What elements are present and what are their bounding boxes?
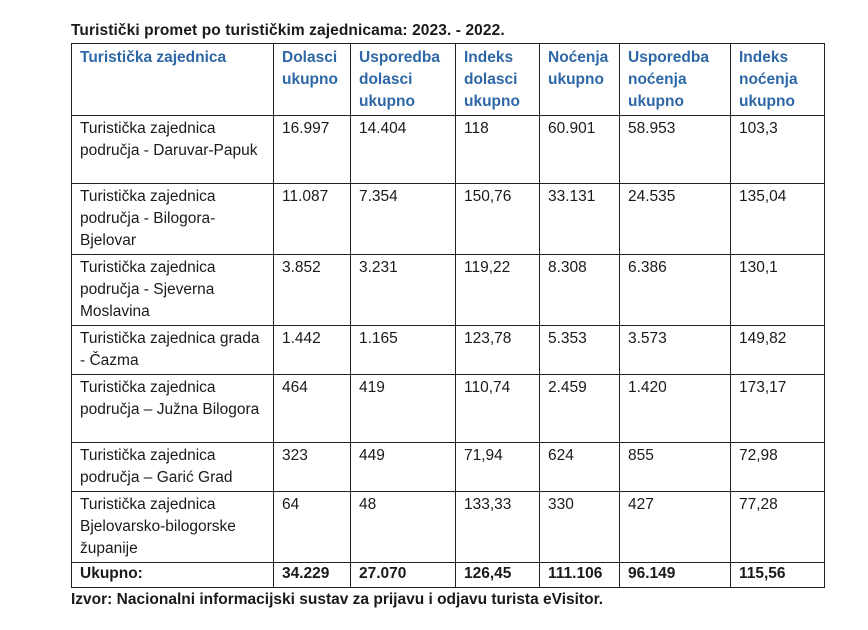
- table-row: Turistička zajednica područja - Daruvar-…: [71, 115, 825, 184]
- cell-dolasci: 11.087: [273, 183, 351, 255]
- cell-zajednica: Turistička zajednica grada - Čazma: [71, 325, 274, 375]
- table-row: Turistička zajednica područja - Sjeverna…: [71, 254, 825, 326]
- cell-usporedba-dolasci: 3.231: [350, 254, 456, 326]
- header-usporedba-dolasci: Usporedba dolasci ukupno: [350, 43, 456, 116]
- cell-indeks-dolasci: 118: [455, 115, 540, 184]
- total-nocenja: 111.106: [539, 562, 620, 588]
- cell-indeks-dolasci: 133,33: [455, 491, 540, 563]
- cell-usporedba-nocenja: 427: [619, 491, 731, 563]
- source-note: Izvor: Nacionalni informacijski sustav z…: [71, 591, 604, 608]
- table-row: Turistička zajednica područja – Garić Gr…: [71, 442, 825, 492]
- cell-nocenja: 2.459: [539, 374, 620, 443]
- total-label: Ukupno:: [71, 562, 274, 588]
- header-dolasci: Dolasci ukupno: [273, 43, 351, 116]
- table-row: Turistička zajednica grada - Čazma 1.442…: [71, 325, 825, 375]
- cell-usporedba-nocenja: 58.953: [619, 115, 731, 184]
- table-title: Turistički promet po turističkim zajedni…: [71, 22, 505, 39]
- cell-zajednica: Turistička zajednica područja - Bilogora…: [71, 183, 274, 255]
- cell-indeks-dolasci: 110,74: [455, 374, 540, 443]
- total-usporedba-dolasci: 27.070: [350, 562, 456, 588]
- cell-zajednica: Turistička zajednica Bjelovarsko-bilogor…: [71, 491, 274, 563]
- cell-usporedba-nocenja: 855: [619, 442, 731, 492]
- cell-indeks-nocenja: 173,17: [730, 374, 825, 443]
- cell-dolasci: 16.997: [273, 115, 351, 184]
- cell-indeks-nocenja: 72,98: [730, 442, 825, 492]
- total-usporedba-nocenja: 96.149: [619, 562, 731, 588]
- cell-usporedba-dolasci: 14.404: [350, 115, 456, 184]
- cell-nocenja: 60.901: [539, 115, 620, 184]
- cell-zajednica: Turistička zajednica područja - Daruvar-…: [71, 115, 274, 184]
- cell-indeks-nocenja: 103,3: [730, 115, 825, 184]
- cell-usporedba-nocenja: 1.420: [619, 374, 731, 443]
- cell-dolasci: 464: [273, 374, 351, 443]
- cell-usporedba-nocenja: 6.386: [619, 254, 731, 326]
- cell-zajednica: Turistička zajednica područja – Garić Gr…: [71, 442, 274, 492]
- table-row: Turistička zajednica Bjelovarsko-bilogor…: [71, 491, 825, 563]
- cell-nocenja: 33.131: [539, 183, 620, 255]
- cell-usporedba-dolasci: 419: [350, 374, 456, 443]
- cell-dolasci: 64: [273, 491, 351, 563]
- cell-nocenja: 624: [539, 442, 620, 492]
- cell-zajednica: Turistička zajednica područja - Sjeverna…: [71, 254, 274, 326]
- total-indeks-nocenja: 115,56: [730, 562, 825, 588]
- cell-indeks-nocenja: 149,82: [730, 325, 825, 375]
- cell-indeks-dolasci: 71,94: [455, 442, 540, 492]
- header-nocenja: Noćenja ukupno: [539, 43, 620, 116]
- total-dolasci: 34.229: [273, 562, 351, 588]
- header-indeks-dolasci: Indeks dolasci ukupno: [455, 43, 540, 116]
- cell-nocenja: 5.353: [539, 325, 620, 375]
- cell-indeks-dolasci: 119,22: [455, 254, 540, 326]
- cell-zajednica: Turistička zajednica područja – Južna Bi…: [71, 374, 274, 443]
- header-row: Turistička zajednica Dolasci ukupno Uspo…: [71, 43, 825, 116]
- cell-indeks-nocenja: 135,04: [730, 183, 825, 255]
- cell-indeks-nocenja: 77,28: [730, 491, 825, 563]
- tourism-table: Turistička zajednica Dolasci ukupno Uspo…: [71, 43, 825, 588]
- table-row: Turistička zajednica područja - Bilogora…: [71, 183, 825, 255]
- cell-usporedba-dolasci: 7.354: [350, 183, 456, 255]
- cell-nocenja: 330: [539, 491, 620, 563]
- total-indeks-dolasci: 126,45: [455, 562, 540, 588]
- cell-indeks-dolasci: 123,78: [455, 325, 540, 375]
- header-indeks-nocenja: Indeks noćenja ukupno: [730, 43, 825, 116]
- cell-usporedba-nocenja: 24.535: [619, 183, 731, 255]
- cell-dolasci: 3.852: [273, 254, 351, 326]
- cell-indeks-dolasci: 150,76: [455, 183, 540, 255]
- cell-usporedba-dolasci: 1.165: [350, 325, 456, 375]
- cell-nocenja: 8.308: [539, 254, 620, 326]
- cell-dolasci: 1.442: [273, 325, 351, 375]
- total-row: Ukupno: 34.229 27.070 126,45 111.106 96.…: [71, 562, 825, 588]
- cell-indeks-nocenja: 130,1: [730, 254, 825, 326]
- table-row: Turistička zajednica područja – Južna Bi…: [71, 374, 825, 443]
- cell-usporedba-nocenja: 3.573: [619, 325, 731, 375]
- cell-dolasci: 323: [273, 442, 351, 492]
- header-usporedba-nocenja: Usporedba noćenja ukupno: [619, 43, 731, 116]
- header-zajednica: Turistička zajednica: [71, 43, 274, 116]
- cell-usporedba-dolasci: 449: [350, 442, 456, 492]
- cell-usporedba-dolasci: 48: [350, 491, 456, 563]
